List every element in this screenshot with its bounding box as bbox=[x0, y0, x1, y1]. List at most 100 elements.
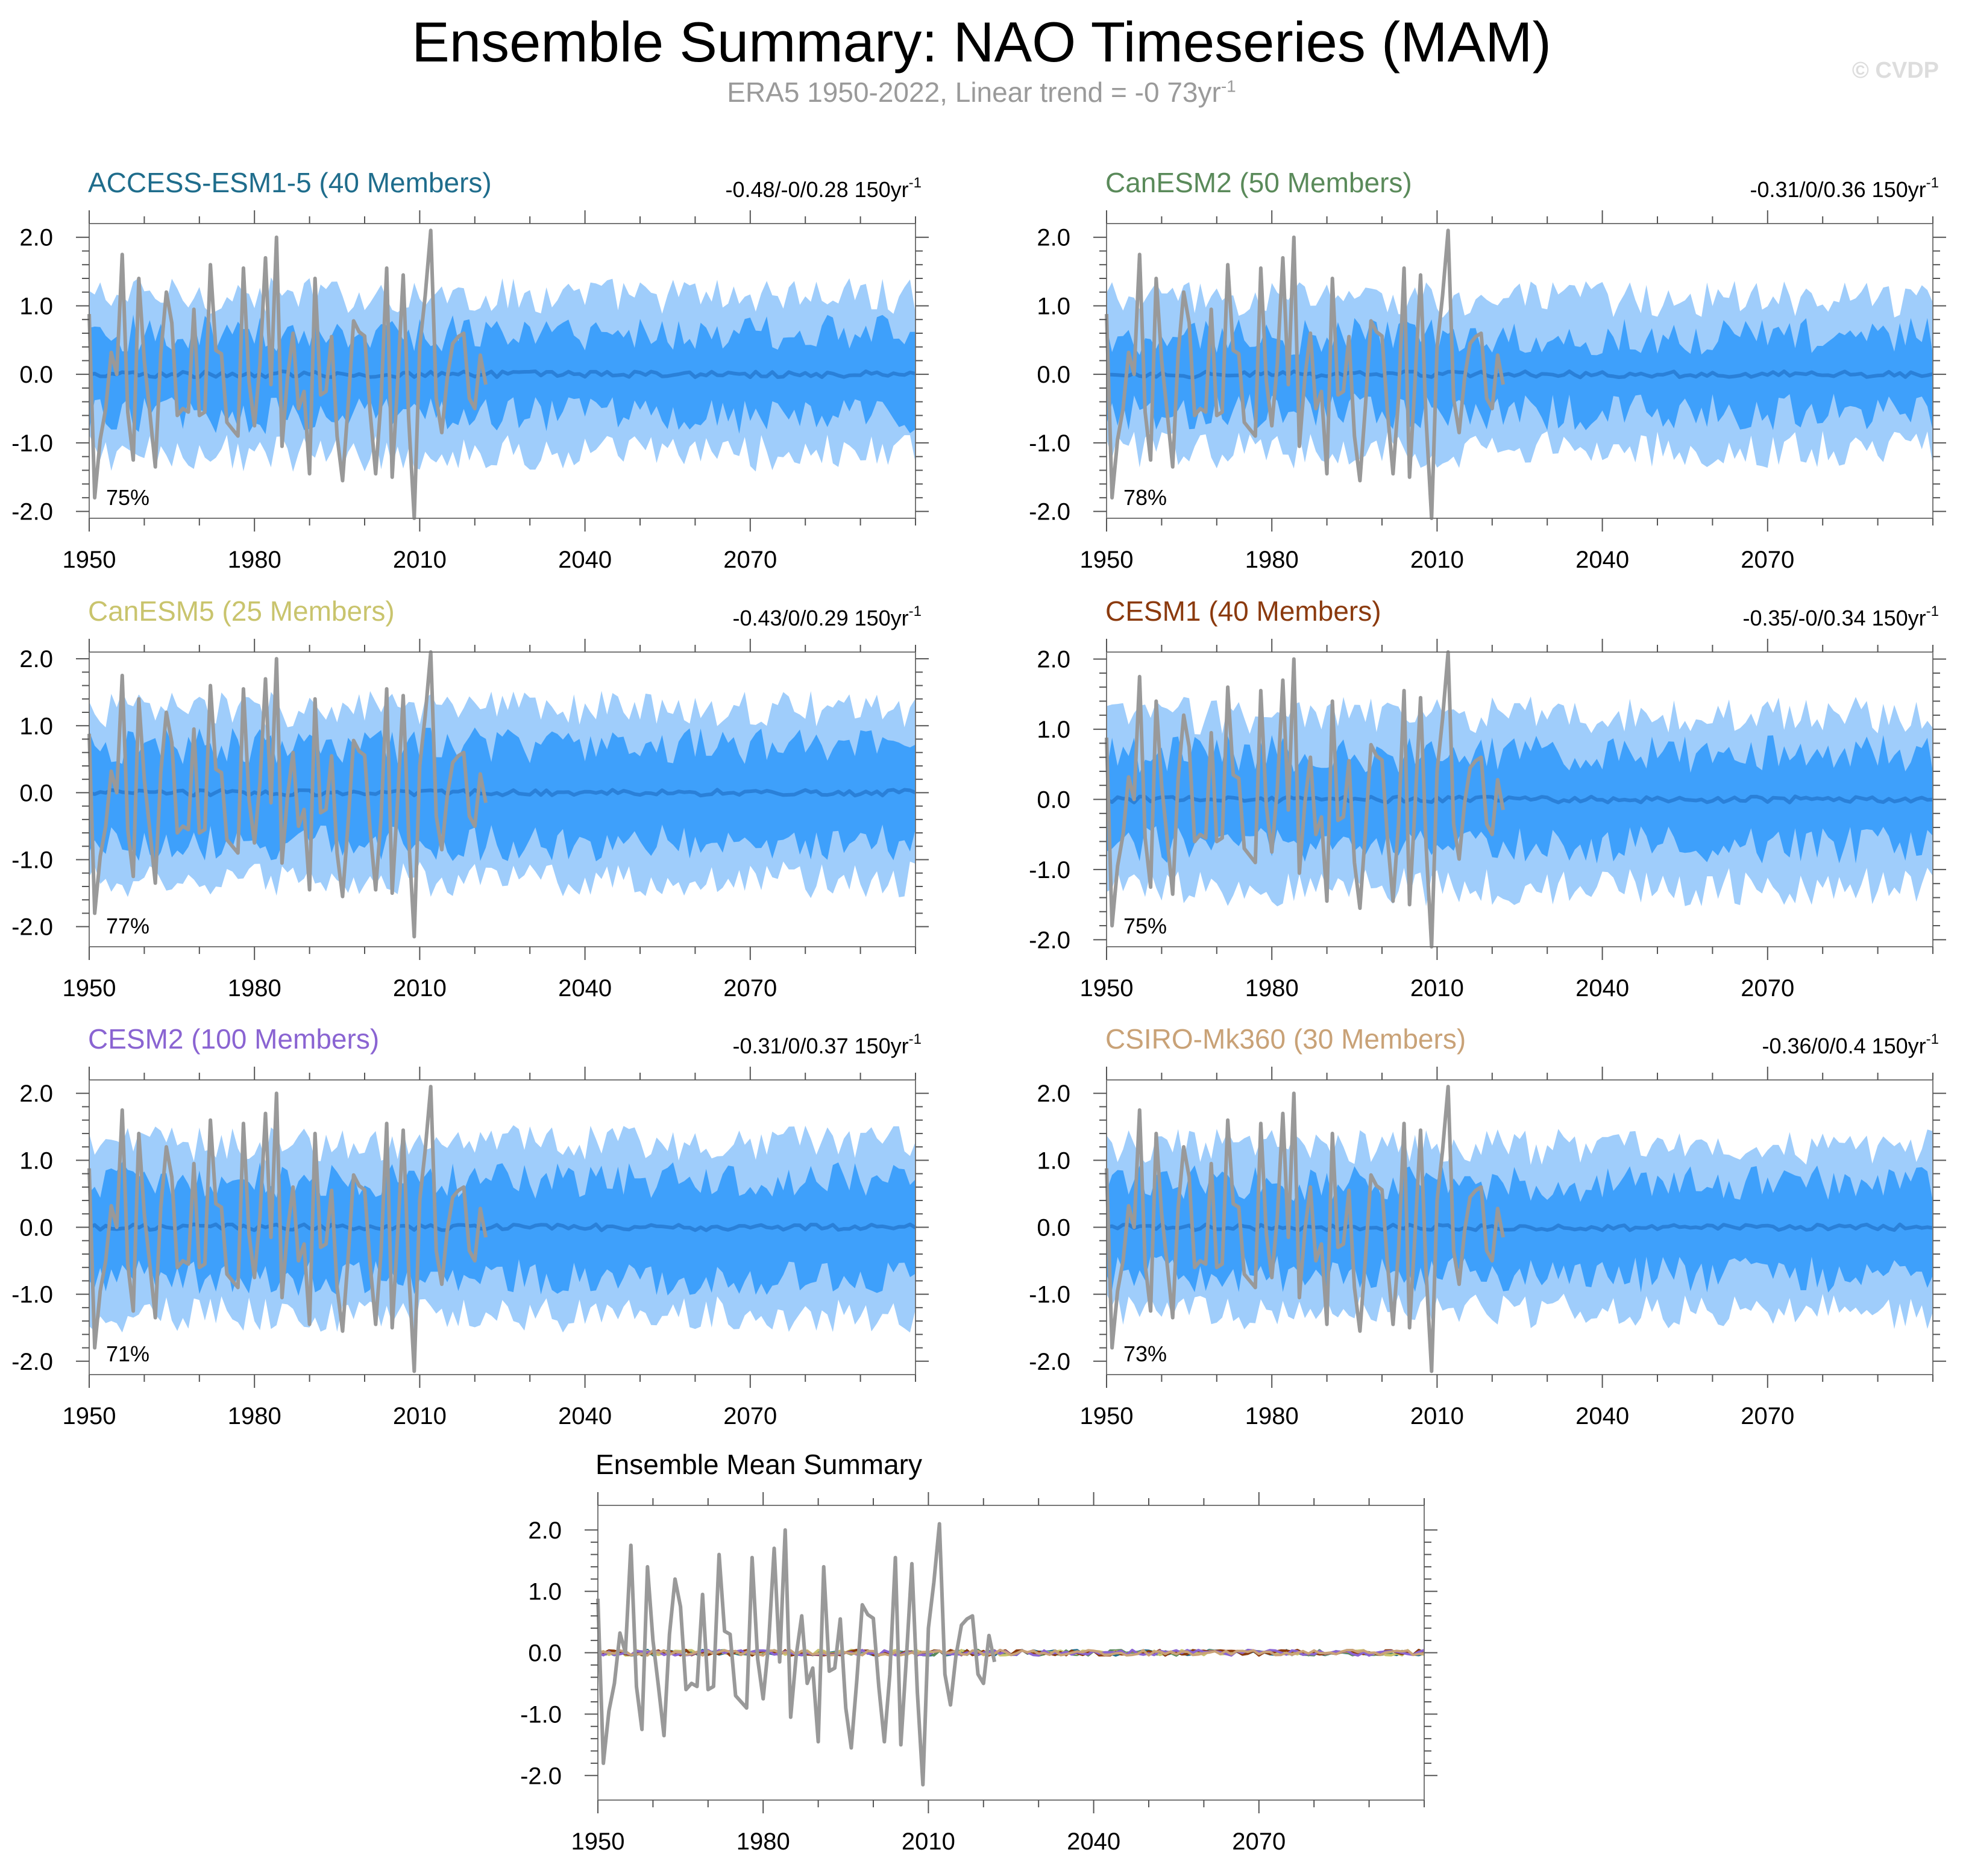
x-tick-label: 2070 bbox=[1232, 1828, 1286, 1855]
percent-label: 73% bbox=[1123, 1341, 1167, 1366]
y-tick-label: 1.0 bbox=[19, 293, 53, 319]
trend-label-exponent: -1 bbox=[1926, 603, 1939, 620]
x-tick-label: 1950 bbox=[63, 975, 116, 1002]
y-tick-label: -1.0 bbox=[1029, 857, 1070, 883]
x-tick-label: 2070 bbox=[723, 1403, 777, 1429]
trend-label: -0.31/0/0.37 150yr-1 bbox=[732, 1031, 922, 1058]
x-tick-label: 2070 bbox=[1741, 547, 1794, 573]
percent-label: 75% bbox=[1123, 914, 1167, 938]
x-tick-label: 1980 bbox=[737, 1828, 790, 1855]
y-tick-label: -2.0 bbox=[1029, 927, 1070, 953]
x-tick-label: 2040 bbox=[1575, 547, 1629, 573]
plot-frame bbox=[1106, 223, 1933, 519]
x-tick-label: 2040 bbox=[1067, 1828, 1120, 1855]
y-tick-label: 2.0 bbox=[1037, 225, 1070, 251]
x-tick-label: 2070 bbox=[723, 975, 777, 1002]
x-tick-label: 2040 bbox=[558, 547, 612, 573]
x-tick-label: 2010 bbox=[1410, 1403, 1464, 1429]
cvdp-watermark: © CVDP bbox=[1852, 58, 1939, 83]
x-tick-label: 2010 bbox=[393, 975, 447, 1002]
trend-label: -0.43/0/0.29 150yr-1 bbox=[732, 603, 922, 630]
panel-6: 1950 1980 2010 2040 2070 2.0 1.0 0.0 -1.0 -2.0 CSI… bbox=[1029, 1023, 1946, 1429]
panel-title: CanESM2 (50 Members) bbox=[1105, 167, 1412, 198]
y-tick-label: 0.0 bbox=[19, 1215, 53, 1241]
x-tick-label: 1950 bbox=[1080, 1403, 1134, 1429]
trend-label-text: -0.35/-0/0.34 150yr bbox=[1742, 606, 1926, 630]
ensemble-mean-line bbox=[89, 369, 916, 380]
y-tick-label: 0.0 bbox=[19, 362, 53, 388]
panel-title: CSIRO-Mk360 (30 Members) bbox=[1105, 1023, 1466, 1055]
trend-label-text: -0.31/0/0.37 150yr bbox=[732, 1034, 908, 1058]
trend-label: -0.36/0/0.4 150yr-1 bbox=[1762, 1031, 1939, 1058]
y-tick-label: -1.0 bbox=[1029, 1282, 1070, 1308]
era5-observed-line bbox=[87, 228, 488, 520]
percent-label: 75% bbox=[106, 485, 149, 510]
y-tick-label: 0.0 bbox=[1037, 362, 1070, 388]
percent-label: 77% bbox=[106, 914, 149, 938]
trend-label-text: -0.31/0/0.36 150yr bbox=[1750, 177, 1926, 202]
panel-5: 1950 1980 2010 2040 2070 2.0 1.0 0.0 -1.0 -2.0 CES… bbox=[11, 1023, 929, 1429]
panel-title: Ensemble Mean Summary bbox=[595, 1449, 922, 1480]
x-tick-label: 2010 bbox=[393, 1403, 447, 1429]
y-tick-label: 0.0 bbox=[528, 1640, 562, 1667]
panel-1: 1950 1980 2010 2040 2070 2.0 1.0 0.0 -1.0 -2.0 ACC… bbox=[11, 167, 929, 573]
figure-title: Ensemble Summary: NAO Timeseries (MAM) bbox=[412, 10, 1551, 74]
trend-label-text: -0.48/-0/0.28 150yr bbox=[725, 177, 908, 202]
y-tick-label: -1.0 bbox=[11, 1282, 53, 1308]
panel-title: CanESM5 (25 Members) bbox=[88, 595, 395, 627]
y-tick-label: 2.0 bbox=[19, 1081, 53, 1107]
era5-observed-line bbox=[87, 650, 488, 939]
x-tick-label: 1950 bbox=[63, 547, 116, 573]
y-tick-label: -1.0 bbox=[520, 1701, 562, 1728]
y-tick-label: 0.0 bbox=[19, 780, 53, 806]
y-tick-label: -2.0 bbox=[11, 1349, 53, 1375]
x-tick-label: 2070 bbox=[1741, 1403, 1794, 1429]
y-tick-label: -2.0 bbox=[520, 1763, 562, 1789]
subtitle-exponent: -1 bbox=[1220, 77, 1236, 96]
x-tick-label: 2040 bbox=[558, 975, 612, 1002]
panel-title: ACCESS-ESM1-5 (40 Members) bbox=[88, 167, 492, 198]
panel-2: 1950 1980 2010 2040 2070 2.0 1.0 0.0 -1.0 -2.0 Can… bbox=[1029, 167, 1946, 573]
panel-7: 1950 1980 2010 2040 2070 2.0 1.0 0.0 -1.0 -2.0 Ens… bbox=[520, 1449, 1437, 1855]
y-tick-label: 2.0 bbox=[19, 225, 53, 251]
ensemble-mean-line bbox=[89, 788, 917, 798]
x-tick-label: 1980 bbox=[228, 547, 281, 573]
x-tick-label: 2040 bbox=[1575, 975, 1629, 1002]
y-tick-label: -1.0 bbox=[11, 847, 53, 874]
era5-observed-line bbox=[596, 1522, 997, 1787]
plot-frame bbox=[89, 223, 916, 519]
x-tick-label: 1980 bbox=[1245, 1403, 1299, 1429]
x-tick-label: 2040 bbox=[558, 1403, 612, 1429]
y-tick-label: -2.0 bbox=[11, 914, 53, 941]
y-tick-label: 2.0 bbox=[528, 1517, 562, 1544]
trend-label-text: -0.36/0/0.4 150yr bbox=[1762, 1034, 1926, 1058]
trend-label-exponent: -1 bbox=[909, 603, 922, 620]
percent-label: 78% bbox=[1123, 485, 1167, 510]
trend-label-text: -0.43/0/0.29 150yr bbox=[732, 606, 908, 630]
inner-spread-band bbox=[89, 315, 916, 434]
panel-title: CESM2 (100 Members) bbox=[88, 1023, 379, 1055]
trend-label-exponent: -1 bbox=[909, 1031, 922, 1047]
x-tick-label: 2010 bbox=[902, 1828, 955, 1855]
subtitle-text: ERA5 1950-2022, Linear trend = -0 73yr bbox=[727, 77, 1221, 108]
x-tick-label: 2070 bbox=[1741, 975, 1794, 1002]
panel-4: 1950 1980 2010 2040 2070 2.0 1.0 0.0 -1.0 -2.0 CES… bbox=[1029, 595, 1946, 1002]
trend-label-exponent: -1 bbox=[909, 175, 922, 191]
era5-observed-line bbox=[87, 1085, 488, 1373]
ensemble-mean-line bbox=[1106, 1222, 1933, 1232]
x-tick-label: 2070 bbox=[723, 547, 777, 573]
figure-subtitle: ERA5 1950-2022, Linear trend = -0 73yr-1 bbox=[0, 77, 1963, 108]
y-tick-label: 1.0 bbox=[19, 1147, 53, 1174]
y-tick-label: 1.0 bbox=[1037, 717, 1070, 743]
x-tick-label: 1980 bbox=[228, 1403, 281, 1429]
x-tick-label: 1950 bbox=[571, 1828, 625, 1855]
x-tick-label: 2010 bbox=[1410, 975, 1464, 1002]
x-tick-label: 1980 bbox=[228, 975, 281, 1002]
y-tick-label: 0.0 bbox=[1037, 787, 1070, 814]
ensemble-mean-line bbox=[88, 1222, 917, 1232]
y-tick-label: 1.0 bbox=[1037, 293, 1070, 319]
ensemble-mean-line bbox=[1107, 369, 1933, 380]
y-tick-label: 1.0 bbox=[19, 713, 53, 739]
y-tick-label: 2.0 bbox=[19, 646, 53, 673]
